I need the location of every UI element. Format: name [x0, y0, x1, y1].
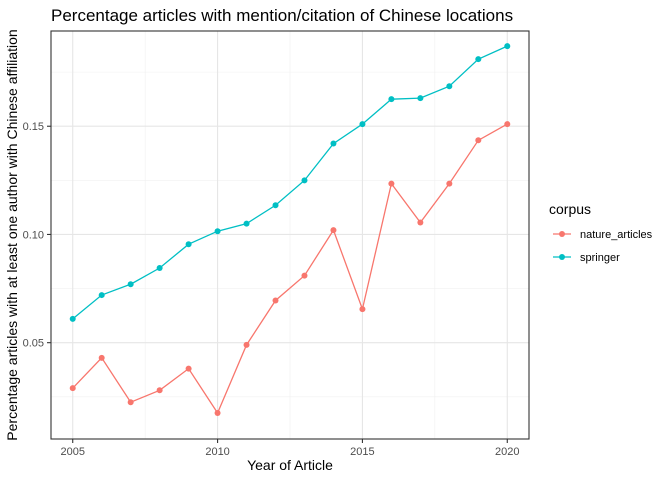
series-line-nature-articles [72, 123, 508, 415]
data-point-nature-articles [446, 180, 453, 187]
data-point-nature-articles [475, 137, 482, 144]
data-point-springer [127, 281, 134, 288]
data-point-springer [98, 292, 105, 299]
data-point-springer [446, 83, 453, 90]
data-point-springer [156, 265, 163, 272]
legend: corpus nature_articles springer [549, 201, 653, 264]
x-axis-title: Year of Article [247, 457, 333, 473]
y-tick-label: 0.10 [23, 229, 44, 241]
data-point-nature-articles [272, 297, 279, 304]
data-point-nature-articles [330, 227, 337, 234]
legend-label-nature-articles: nature_articles [580, 229, 653, 241]
data-point-springer [272, 202, 279, 209]
data-point-springer [359, 121, 366, 128]
x-tick-label: 2005 [60, 446, 84, 458]
legend-item-springer: springer [553, 252, 620, 264]
x-tick-label: 2020 [495, 446, 519, 458]
data-point-springer [243, 220, 250, 227]
data-point-nature-articles [185, 365, 192, 372]
data-point-nature-articles [156, 387, 163, 394]
data-point-springer [388, 96, 395, 103]
data-point-springer [330, 140, 337, 147]
data-point-nature-articles [301, 272, 308, 279]
y-tick-label: 0.15 [23, 121, 44, 133]
data-point-nature-articles [359, 306, 366, 313]
data-point-nature-articles [388, 180, 395, 187]
data-point-nature-articles [504, 121, 511, 128]
data-point-springer [475, 56, 482, 63]
data-point-springer [301, 177, 308, 184]
chart-title: Percentage articles with mention/citatio… [51, 6, 513, 25]
data-point-nature-articles [127, 399, 134, 406]
y-tick-label: 0.05 [23, 338, 44, 350]
legend-label-springer: springer [580, 252, 620, 264]
legend-key-point-nature-articles [559, 231, 565, 237]
series-layer [69, 43, 511, 417]
axis-ticks: 2005 2010 2015 2020 0.05 0.10 0.15 [23, 121, 520, 458]
legend-key-point-springer [559, 254, 565, 260]
data-point-nature-articles [69, 385, 76, 392]
series-line-springer [72, 45, 508, 320]
x-tick-label: 2015 [350, 446, 374, 458]
data-point-nature-articles [243, 341, 250, 348]
data-point-springer [417, 95, 424, 102]
data-point-nature-articles [98, 354, 105, 361]
data-point-nature-articles [214, 410, 221, 417]
grid-lines [51, 31, 529, 439]
legend-item-nature-articles: nature_articles [553, 229, 653, 241]
y-axis-title: Percentage articles with at least one au… [4, 29, 20, 440]
data-point-springer [504, 43, 511, 50]
legend-title: corpus [549, 201, 591, 217]
data-point-springer [214, 228, 221, 235]
data-point-nature-articles [417, 219, 424, 226]
x-tick-label: 2010 [205, 446, 229, 458]
data-point-springer [69, 315, 76, 322]
data-point-springer [185, 241, 192, 248]
